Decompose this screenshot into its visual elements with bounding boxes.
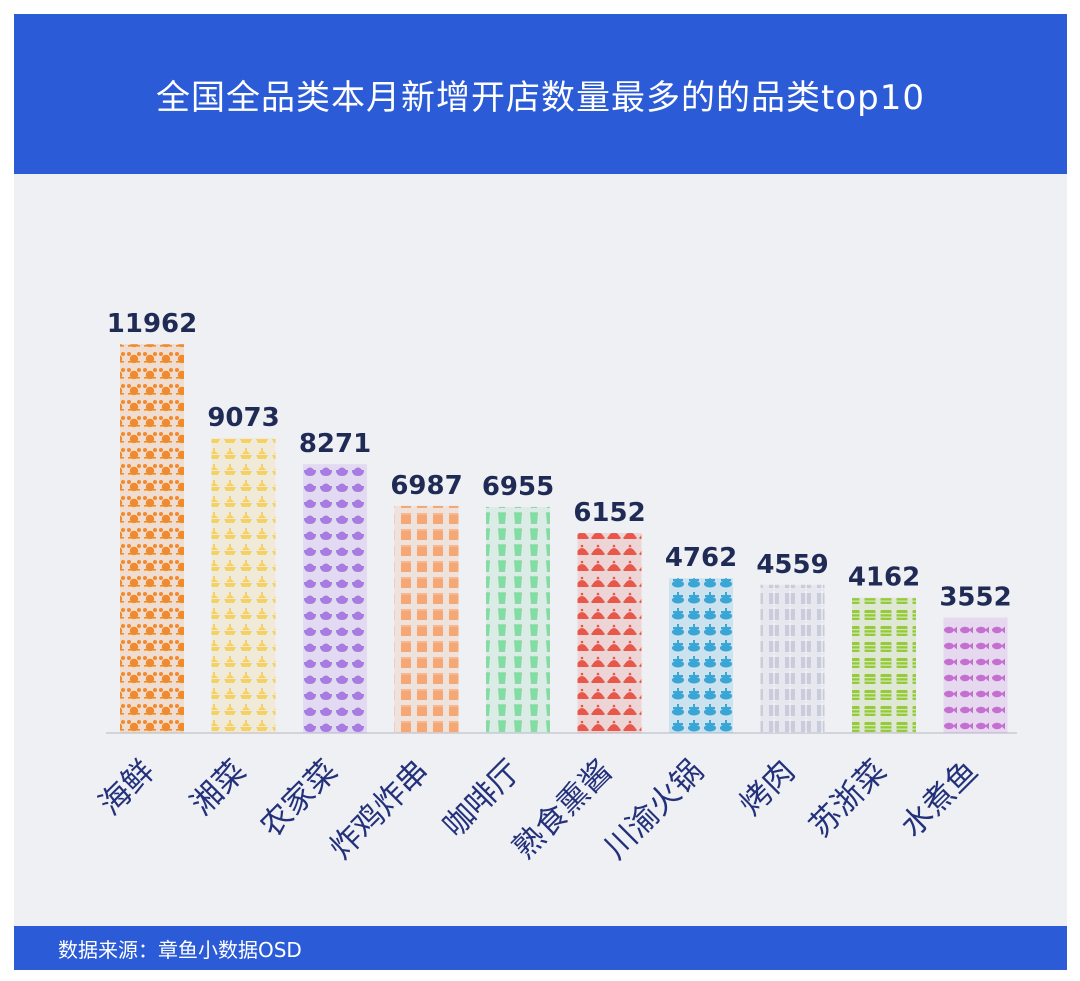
footer-banner: 数据来源：章鱼小数据OSD: [14, 926, 1067, 970]
bar-group-8: 4559 烤肉: [733, 550, 829, 823]
data-label: 4162: [848, 563, 920, 593]
category-label: 农家菜: [253, 753, 344, 844]
category-label: 烤肉: [733, 753, 802, 822]
data-label: 6987: [390, 471, 462, 501]
bar-group-1: 11962 海鲜: [92, 309, 197, 822]
bar: [211, 438, 276, 733]
bar: [394, 505, 459, 733]
bar: [852, 597, 916, 733]
category-label: 炸鸡炸串: [323, 753, 436, 866]
bar: [303, 464, 367, 733]
data-label: 4762: [665, 543, 737, 573]
bar: [577, 533, 642, 733]
bar: [669, 578, 733, 733]
category-label: 水煮鱼: [894, 753, 985, 844]
category-label: 苏浙菜: [802, 753, 893, 844]
header-banner: 全国全品类本月新增开店数量最多的的品类top10: [14, 14, 1067, 174]
bar: [120, 344, 184, 733]
bar-group-2: 9073 湘菜: [184, 403, 280, 822]
data-label: 8271: [299, 429, 371, 459]
chart-card: 全国全品类本月新增开店数量最多的的品类top10 11962 海鲜 9073 湘菜 82…: [14, 14, 1067, 970]
bar: [486, 506, 550, 733]
source-note: 数据来源：章鱼小数据OSD: [58, 937, 302, 962]
data-label: 3552: [939, 583, 1011, 613]
category-label: 熟食熏酱: [506, 753, 619, 866]
data-label: 6152: [573, 498, 645, 528]
category-label: 咖啡厅: [436, 753, 527, 844]
data-label: 9073: [207, 403, 279, 433]
data-label: 4559: [756, 550, 828, 580]
data-label: 11962: [107, 309, 197, 339]
chart-title: 全国全品类本月新增开店数量最多的的品类top10: [156, 77, 925, 118]
bar: [943, 617, 1008, 733]
bar-chart: 11962 海鲜 9073 湘菜 8271 农家菜 6987 炸鸡炸串 6955 咖啡厅 6152 熟…: [92, 309, 1017, 866]
category-label: 川渝火锅: [598, 753, 711, 866]
category-label: 湘菜: [184, 753, 253, 822]
category-label: 海鲜: [92, 753, 161, 822]
bar: [760, 584, 825, 733]
data-label: 6955: [482, 472, 554, 502]
